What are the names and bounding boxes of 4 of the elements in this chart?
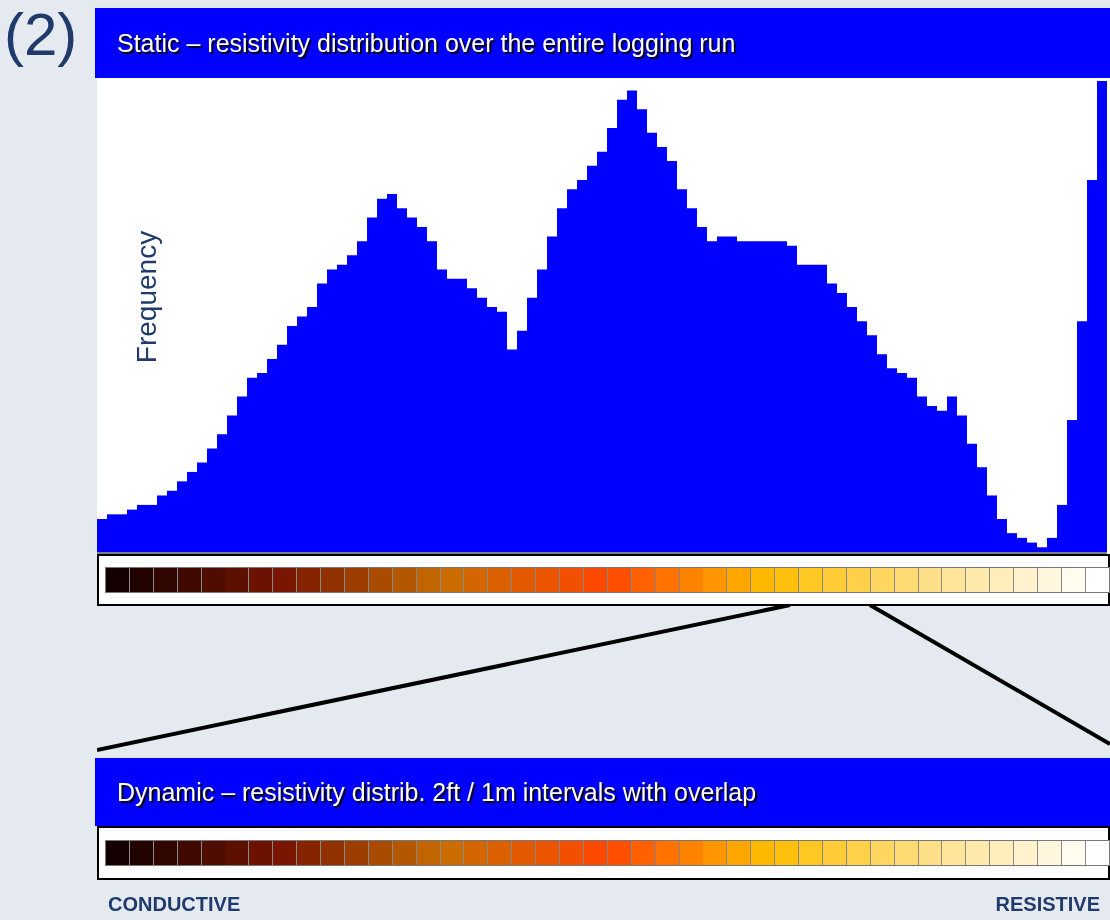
text: (2) [4, 0, 78, 69]
text: CONDUCTIVE [108, 893, 241, 916]
text: RESISTIVE [995, 893, 1100, 916]
y-axis-title: Frequency [131, 230, 163, 364]
